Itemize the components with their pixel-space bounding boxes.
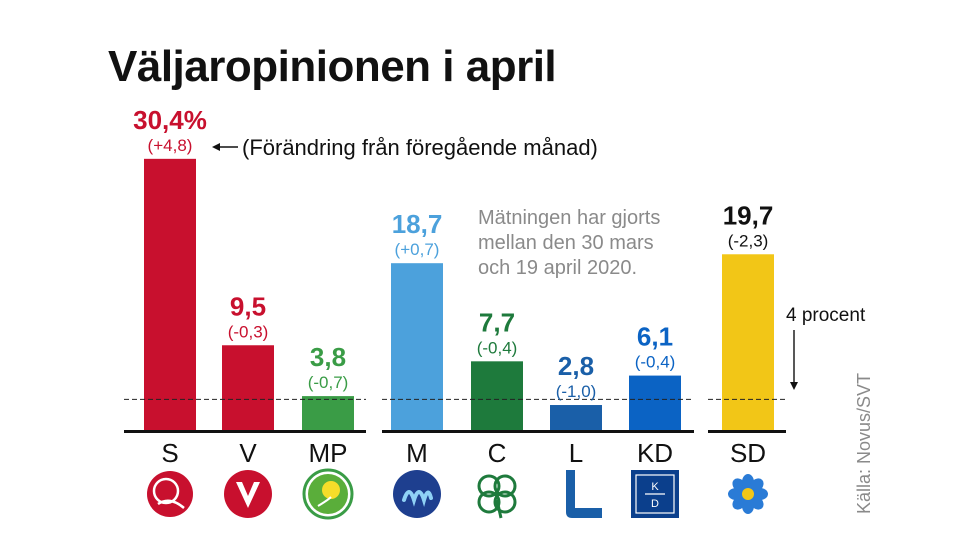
change-label-kd: (-0,4) xyxy=(635,353,676,372)
bar-s xyxy=(144,158,196,430)
note-line-3: och 19 april 2020. xyxy=(478,257,637,279)
change-label-v: (-0,3) xyxy=(228,322,269,341)
svg-text:D: D xyxy=(651,498,659,510)
tick-label-c: C xyxy=(488,438,507,468)
bar-l xyxy=(550,405,602,430)
change-annotation: (Förändring från föregående månad) xyxy=(212,135,598,160)
c-clover-logo xyxy=(477,474,517,519)
change-label-c: (-0,4) xyxy=(477,338,518,357)
chart-title: Väljaropinionen i april xyxy=(108,42,557,91)
l-logo xyxy=(566,470,602,518)
note-line-1: Mätningen har gjorts xyxy=(478,207,660,229)
annotation-text: (Förändring från föregående månad) xyxy=(242,135,598,160)
change-label-m: (+0,7) xyxy=(395,240,440,259)
bar-v xyxy=(222,345,274,430)
bars-layer xyxy=(144,158,774,430)
bar-c xyxy=(471,361,523,430)
kd-logo: KD xyxy=(631,470,679,518)
change-label-mp: (-0,7) xyxy=(308,373,349,392)
logos-layer: KD xyxy=(147,468,768,520)
sd-flower-logo xyxy=(728,474,768,514)
tick-label-m: M xyxy=(406,438,428,468)
value-label-s: 30,4% xyxy=(133,105,207,135)
value-label-l: 2,8 xyxy=(558,351,594,381)
bar-sd xyxy=(722,254,774,430)
change-label-sd: (-2,3) xyxy=(728,231,769,250)
threshold-arrow-head xyxy=(790,382,798,390)
change-label-l: (-1,0) xyxy=(556,382,597,401)
tick-label-s: S xyxy=(161,438,178,468)
labels-layer: 30,4%(+4,8) S 9,5(-0,3) V 3,8(-0,7) MP 18,7(+0… xyxy=(133,105,773,468)
value-label-m: 18,7 xyxy=(392,209,443,239)
tick-label-kd: KD xyxy=(637,438,673,468)
value-label-kd: 6,1 xyxy=(637,322,673,352)
svg-text:K: K xyxy=(651,481,659,493)
value-label-sd: 19,7 xyxy=(723,200,774,230)
tick-label-sd: SD xyxy=(730,438,766,468)
note-line-2: mellan den 30 mars xyxy=(478,232,654,254)
threshold-label: 4 procent xyxy=(786,305,866,326)
s-rose-logo xyxy=(147,471,193,517)
value-label-c: 7,7 xyxy=(479,307,515,337)
change-label-s: (+4,8) xyxy=(148,136,193,155)
source-label: Källa: Novus/SVT xyxy=(854,373,874,514)
bar-kd xyxy=(629,375,681,430)
annotation-arrow-head xyxy=(212,143,220,151)
value-label-v: 9,5 xyxy=(230,291,266,321)
tick-label-l: L xyxy=(569,438,583,468)
value-label-mp: 3,8 xyxy=(310,342,346,372)
tick-label-mp: MP xyxy=(309,438,348,468)
bar-m xyxy=(391,263,443,430)
bar-mp xyxy=(302,396,354,430)
mp-dandelion-logo xyxy=(302,468,354,520)
tick-label-v: V xyxy=(239,438,257,468)
m-logo xyxy=(393,470,441,518)
v-logo xyxy=(224,470,272,518)
